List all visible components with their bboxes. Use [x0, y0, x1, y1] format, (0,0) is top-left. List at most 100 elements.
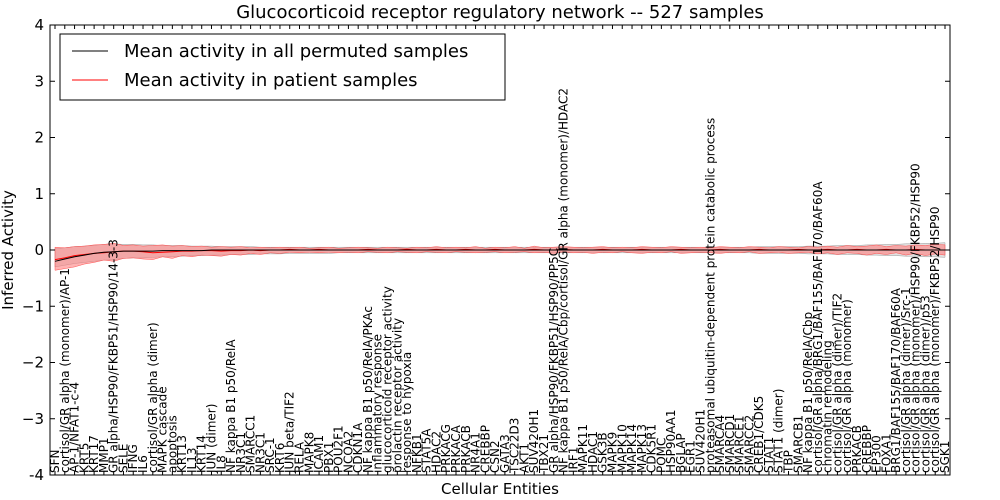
x-tick-label: NF kappa B1 p50/RelA: [224, 339, 238, 473]
x-tick-label: CREBBP: [478, 425, 492, 473]
x-tick-label: PRKACB: [850, 425, 864, 473]
x-tick-label: STAT1 (dimer): [772, 389, 786, 473]
x-tick-label: AKT1: [518, 443, 532, 473]
x-tick-label: chromatin remodeling: [821, 340, 835, 473]
x-tick-label: cortisol/GR alpha (dimer)/TIF2: [830, 293, 844, 473]
x-tick-label: NCOA2: [341, 431, 355, 473]
x-tick-label: MAPK9: [606, 432, 620, 473]
x-tick-label: cortisol/GR alpha (monomer)/FKBP52/HSP90: [928, 206, 942, 473]
x-tick-label: GSK3B: [596, 432, 610, 473]
y-tick-label: 3: [34, 72, 44, 90]
x-tick-label: RELA: [293, 441, 307, 473]
x-tick-label: SMARCD1: [723, 414, 737, 473]
x-tick-label: HDAC2: [429, 431, 443, 473]
x-tick-label: CREB1/CDK5: [752, 396, 766, 473]
x-tick-label: BGLAP: [674, 433, 688, 473]
legend-box: [59, 33, 506, 101]
x-tick-label: IRF1: [566, 447, 580, 473]
y-tick-label: −2: [22, 354, 44, 372]
x-tick-label: HSP90AA1: [664, 409, 678, 473]
x-tick-label: NF kappa B1 p50/RelA/Cbp/cortisol/GR alp…: [557, 88, 571, 473]
y-tick-label: −3: [22, 410, 44, 428]
x-tick-label: MAPK10: [615, 424, 629, 473]
x-tick-label: inflammatory response: [371, 334, 385, 473]
x-tick-label: prolactin receptor activity: [390, 318, 404, 473]
x-tick-label: MAPK cascade: [156, 386, 170, 473]
x-tick-label: CREBBP: [860, 425, 874, 473]
legend-label-permuted: Mean activity in all permuted samples: [124, 41, 468, 62]
x-tick-label: TBX21: [537, 434, 551, 474]
x-tick-label: PRKACG: [439, 424, 453, 473]
x-tick-label: IL13: [185, 447, 199, 473]
x-tick-label: glucocorticoid receptor activity: [381, 286, 395, 473]
x-tick-label: GATA3: [498, 434, 512, 473]
x-tick-label: BRG1/BAF155/BAF170/BAF60A: [889, 287, 903, 473]
y-tick-label: −1: [22, 297, 44, 315]
x-tick-label: KRT6: [273, 443, 287, 473]
x-tick-label: proteasomal ubiquitin-dependent protein …: [703, 118, 717, 473]
x-tick-label: NFKB1: [410, 433, 424, 473]
y-tick-label: -4: [29, 466, 44, 484]
x-tick-label: cortisol/GR alpha (monomer)/AP-1: [58, 268, 72, 473]
x-tick-label: STAT5A: [420, 428, 434, 473]
x-tick-label: PBX1: [322, 442, 336, 473]
x-tick-label: AP-1/NFAT1-c-4: [68, 382, 82, 473]
y-tick-label: 4: [34, 16, 44, 34]
x-tick-label: HDAC1: [586, 431, 600, 473]
x-tick-label: cortisol/GR alpha (monomer): [840, 299, 854, 473]
x-tick-label: SMARCB1: [791, 415, 805, 473]
y-tick-label: 0: [34, 241, 44, 259]
x-tick-label: CDK5R1: [645, 424, 659, 473]
x-tick-label: GR alpha/HSP90/FKBP51/HSP90/14-3-3: [107, 239, 121, 473]
x-tick-label: ICAM1: [312, 435, 326, 473]
x-tick-label: SMARCC2: [742, 415, 756, 473]
x-axis-label: Cellular Entities: [441, 480, 559, 498]
x-tick-label: MAPK8: [302, 432, 316, 473]
x-tick-label: PRKACA: [449, 424, 463, 473]
y-axis-label: Inferred Activity: [0, 190, 17, 310]
x-tick-label: TSC22D3: [508, 418, 522, 474]
x-tick-label: FOXA1: [879, 433, 893, 473]
x-tick-label: NF kappa B1 p50/RelA/PKAc: [361, 306, 375, 473]
y-tick-label: 2: [34, 129, 44, 147]
plot-frame: [49, 24, 951, 476]
x-tick-label: MMP1: [97, 437, 111, 473]
x-tick-label: KRT14: [195, 435, 209, 473]
x-tick-label: SUV420H1: [527, 409, 541, 473]
x-tick-label: apoptosis: [165, 415, 179, 473]
x-tick-label: IL6: [136, 455, 150, 473]
x-tick-label: CDKN1A: [351, 422, 365, 473]
x-tick-label: CSN2: [488, 440, 502, 473]
x-tick-label: MAPK11: [576, 424, 590, 473]
permuted-mean-line: [54, 249, 945, 262]
x-tick-label: JUN (dimer): [205, 404, 219, 474]
x-tick-label: MAPK14: [625, 424, 639, 473]
x-tick-label: KRT5: [77, 443, 91, 473]
x-tick-label: response to hypoxia: [400, 352, 414, 473]
x-tick-label: EP300: [870, 435, 884, 473]
x-tick-label: SFN: [48, 450, 62, 474]
x-tick-label: NR4A1: [469, 432, 483, 473]
tick-layer: -4 −3 −2 −1 0 1 2 3 4: [22, 16, 950, 484]
x-tick-label: POU2F1: [332, 425, 346, 473]
x-tick-label: IL8: [214, 455, 228, 473]
y-tick-label: 1: [34, 185, 44, 203]
chart-title: Glucocorticoid receptor regulatory netwo…: [236, 2, 764, 23]
x-tick-label: STAT1: [762, 437, 776, 473]
x-tick-label: SELE: [117, 444, 131, 473]
x-tick-label: cortisol/GR alpha (monomer)/HSP90/FKBP52…: [909, 163, 923, 473]
x-tick-label: MAPK13: [635, 424, 649, 473]
x-tick-label: PRKACB: [459, 425, 473, 473]
x-tick-label: SMARCC1: [244, 415, 258, 473]
x-tick-label: NR3C1: [234, 432, 248, 473]
line-layer: [54, 248, 945, 262]
x-tick-label: GR alpha/HSP90/FKBP51/HSP90/PP5C: [547, 248, 561, 473]
x-tick-label: cortisol/GR alpha (dimer)/p53: [918, 295, 932, 473]
x-tick-label: EGR1: [684, 440, 698, 473]
x-tick-label: KRT13: [175, 435, 189, 473]
legend: Mean activity in all permuted samples Me…: [59, 33, 506, 101]
x-tick-label: cortisol/GR alpha (dimer)/Src-1: [899, 287, 913, 473]
legend-label-patient: Mean activity in patient samples: [124, 70, 418, 91]
